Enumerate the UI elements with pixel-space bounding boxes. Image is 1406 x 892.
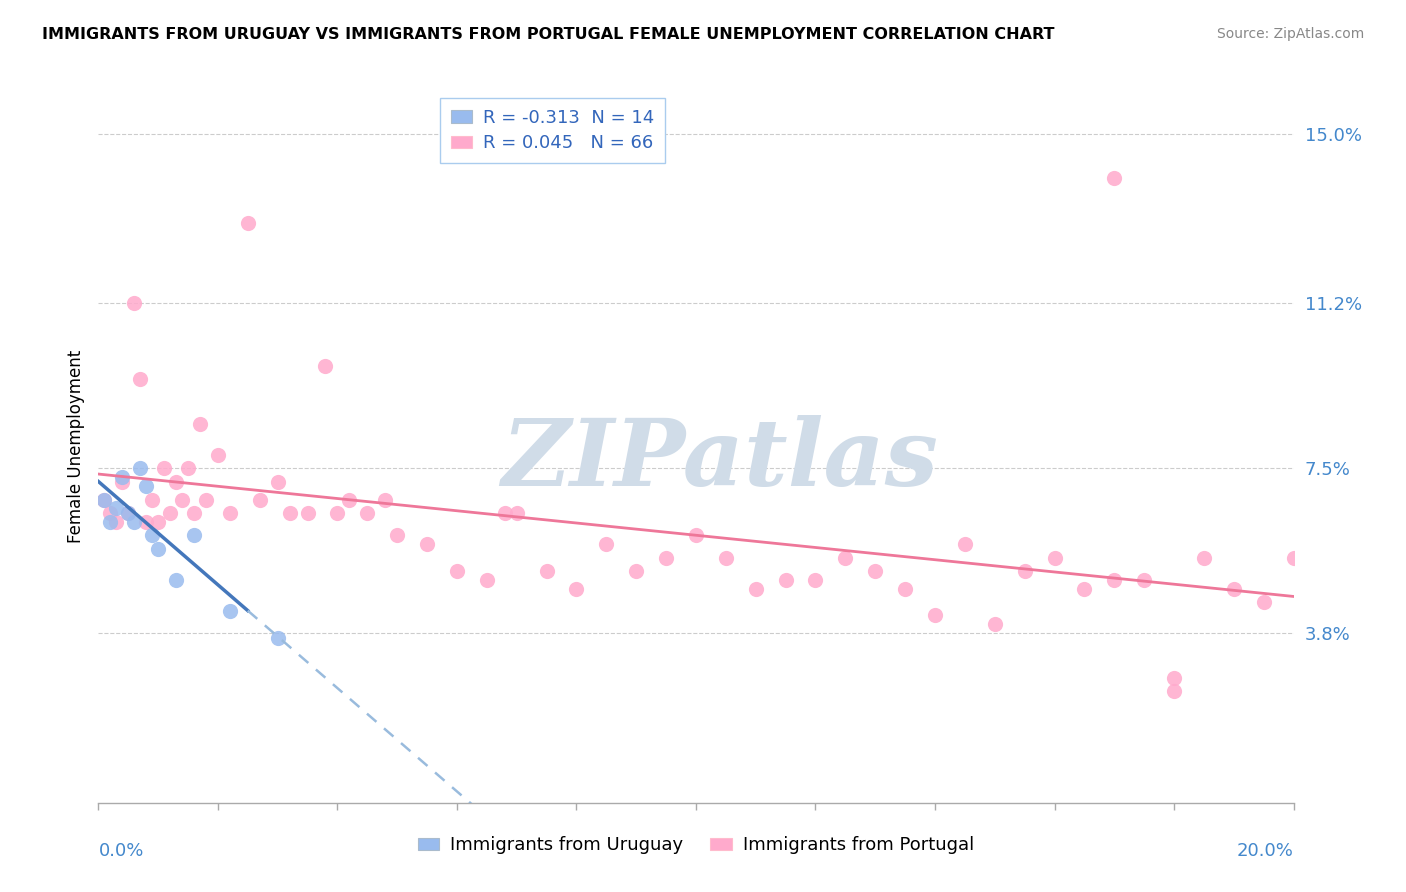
Point bbox=[595, 537, 617, 551]
Point bbox=[339, 492, 361, 507]
Point bbox=[1343, 564, 1365, 578]
Point bbox=[506, 506, 529, 520]
Point bbox=[111, 470, 134, 484]
Point bbox=[117, 506, 139, 520]
Point bbox=[98, 515, 122, 529]
Point bbox=[195, 492, 218, 507]
Point bbox=[685, 528, 707, 542]
Point bbox=[1163, 684, 1185, 698]
Point bbox=[135, 479, 157, 493]
Point bbox=[135, 515, 157, 529]
Point bbox=[1104, 573, 1126, 587]
Text: Source: ZipAtlas.com: Source: ZipAtlas.com bbox=[1216, 27, 1364, 41]
Point bbox=[953, 537, 976, 551]
Point bbox=[1253, 595, 1275, 609]
Point bbox=[124, 296, 146, 310]
Point bbox=[475, 573, 498, 587]
Point bbox=[494, 506, 516, 520]
Point bbox=[183, 506, 205, 520]
Point bbox=[129, 461, 152, 475]
Point bbox=[1104, 171, 1126, 186]
Point bbox=[148, 541, 170, 556]
Point bbox=[356, 506, 378, 520]
Point bbox=[326, 506, 349, 520]
Point bbox=[141, 528, 163, 542]
Point bbox=[207, 448, 229, 462]
Point bbox=[236, 216, 259, 230]
Point bbox=[565, 582, 588, 596]
Point bbox=[1312, 573, 1334, 587]
Point bbox=[1043, 550, 1066, 565]
Point bbox=[267, 631, 290, 645]
Point bbox=[249, 492, 271, 507]
Point bbox=[153, 461, 176, 475]
Point bbox=[416, 537, 439, 551]
Point bbox=[124, 515, 146, 529]
Point bbox=[745, 582, 768, 596]
Point bbox=[148, 515, 170, 529]
Point bbox=[98, 506, 122, 520]
Point bbox=[188, 417, 211, 431]
Point bbox=[714, 550, 737, 565]
Point bbox=[105, 501, 128, 516]
Legend: Immigrants from Uruguay, Immigrants from Portugal: Immigrants from Uruguay, Immigrants from… bbox=[411, 830, 981, 862]
Point bbox=[1163, 671, 1185, 685]
Point bbox=[834, 550, 856, 565]
Point bbox=[93, 492, 115, 507]
Point bbox=[165, 573, 187, 587]
Point bbox=[278, 506, 301, 520]
Point bbox=[172, 492, 194, 507]
Point bbox=[446, 564, 468, 578]
Point bbox=[297, 506, 319, 520]
Point bbox=[626, 564, 648, 578]
Point bbox=[1192, 550, 1215, 565]
Point bbox=[775, 573, 797, 587]
Point bbox=[536, 564, 558, 578]
Text: IMMIGRANTS FROM URUGUAY VS IMMIGRANTS FROM PORTUGAL FEMALE UNEMPLOYMENT CORRELAT: IMMIGRANTS FROM URUGUAY VS IMMIGRANTS FR… bbox=[42, 27, 1054, 42]
Text: 0.0%: 0.0% bbox=[98, 842, 143, 860]
Point bbox=[177, 461, 200, 475]
Point bbox=[93, 492, 115, 507]
Point bbox=[374, 492, 396, 507]
Text: 20.0%: 20.0% bbox=[1237, 842, 1294, 860]
Point bbox=[111, 475, 134, 489]
Point bbox=[183, 528, 205, 542]
Point bbox=[219, 506, 242, 520]
Point bbox=[267, 475, 290, 489]
Y-axis label: Female Unemployment: Female Unemployment bbox=[66, 350, 84, 542]
Point bbox=[894, 582, 917, 596]
Point bbox=[865, 564, 887, 578]
Point bbox=[141, 492, 163, 507]
Point bbox=[1282, 550, 1305, 565]
Text: ZIPatlas: ZIPatlas bbox=[502, 416, 938, 505]
Point bbox=[385, 528, 409, 542]
Point bbox=[159, 506, 181, 520]
Point bbox=[1014, 564, 1036, 578]
Point bbox=[1073, 582, 1095, 596]
Point bbox=[219, 604, 242, 618]
Point bbox=[165, 475, 187, 489]
Point bbox=[105, 515, 128, 529]
Point bbox=[924, 608, 946, 623]
Point bbox=[1223, 582, 1246, 596]
Point bbox=[804, 573, 827, 587]
Point bbox=[984, 617, 1007, 632]
Point bbox=[315, 359, 337, 373]
Point bbox=[129, 372, 152, 386]
Point bbox=[1133, 573, 1156, 587]
Point bbox=[655, 550, 678, 565]
Point bbox=[117, 506, 139, 520]
